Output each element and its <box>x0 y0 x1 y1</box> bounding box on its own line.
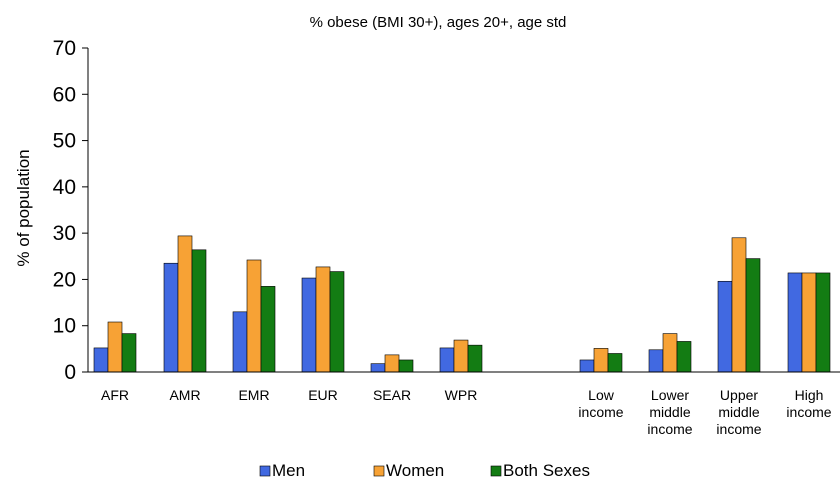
bar-women <box>662 333 678 373</box>
x-tick-label: SEAR <box>373 387 411 403</box>
y-axis: 0 10 20 30 40 50 60 70 <box>53 37 89 384</box>
chart-title: % obese (BMI 30+), ages 20+, age std <box>310 14 567 31</box>
x-tick-label: Low income <box>578 387 623 420</box>
bar-men <box>717 280 733 373</box>
bar-men <box>370 363 386 373</box>
bar-women <box>731 237 747 373</box>
bar-women <box>593 348 609 373</box>
bar-both-sexes <box>607 353 623 373</box>
bar-men <box>439 347 455 373</box>
legend-swatch <box>373 465 385 477</box>
bar-men <box>232 311 248 373</box>
bar-both-sexes <box>191 249 207 373</box>
bars <box>93 235 831 373</box>
y-tick-label: 20 <box>53 268 76 291</box>
x-tick-label: WPR <box>445 387 478 403</box>
legend-label: Men <box>272 461 305 480</box>
bar-women <box>801 272 817 373</box>
bar-men <box>579 359 595 373</box>
y-axis-label: % of population <box>14 149 33 266</box>
bar-both-sexes <box>398 359 414 373</box>
legend-label: Women <box>386 461 444 480</box>
x-tick-label: EUR <box>308 387 338 403</box>
x-tick-label: EMR <box>238 387 269 403</box>
bar-women <box>107 321 123 373</box>
x-tick-label: AMR <box>169 387 200 403</box>
bar-women <box>453 339 469 373</box>
bar-both-sexes <box>815 272 831 373</box>
y-tick-label: 60 <box>53 83 76 106</box>
bar-men <box>648 349 664 373</box>
y-tick-label: 0 <box>64 361 76 384</box>
bar-women <box>177 235 193 373</box>
bar-both-sexes <box>467 344 483 373</box>
bar-women <box>315 266 331 373</box>
y-tick-label: 50 <box>53 130 76 153</box>
bar-men <box>787 272 803 373</box>
bar-both-sexes <box>121 333 137 373</box>
y-tick-label: 30 <box>53 222 76 245</box>
bar-both-sexes <box>676 341 692 373</box>
legend-swatch <box>490 465 502 477</box>
bar-both-sexes <box>260 286 276 373</box>
legend-label: Both Sexes <box>503 461 590 480</box>
x-tick-label: AFR <box>101 387 129 403</box>
x-tick-label: Lower middle income <box>647 387 692 437</box>
y-tick-label: 40 <box>53 176 76 199</box>
legend: Men Women Both Sexes <box>259 461 590 480</box>
y-tick-label: 70 <box>53 37 76 60</box>
x-axis: AFR AMR EMR EUR SEAR WPR Low income Lower middle i… <box>88 371 840 437</box>
y-tick-label: 10 <box>53 315 76 338</box>
bar-men <box>301 277 317 373</box>
legend-swatch <box>259 465 271 477</box>
bar-women <box>246 259 262 373</box>
bar-both-sexes <box>329 271 345 373</box>
x-tick-label: High income <box>786 387 831 420</box>
bar-both-sexes <box>745 258 761 373</box>
bar-women <box>384 354 400 373</box>
bar-men <box>93 347 109 373</box>
x-tick-label: Upper middle income <box>716 387 761 437</box>
bar-men <box>163 262 179 373</box>
